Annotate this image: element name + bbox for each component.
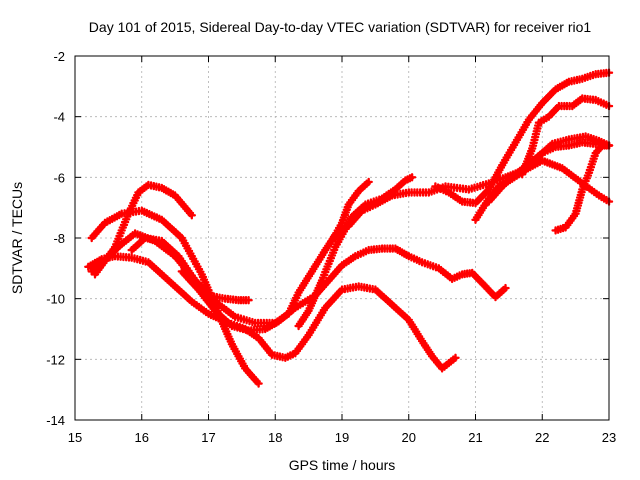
series-sat-b xyxy=(90,156,614,328)
x-axis-ticks: 15 16 17 18 19 20 21 22 23 xyxy=(68,56,616,445)
x-tick-label: 15 xyxy=(68,430,82,445)
x-tick-label: 21 xyxy=(468,430,482,445)
series-sat-l xyxy=(518,94,614,179)
chart-title: Day 101 of 2015, Sidereal Day-to-day VTE… xyxy=(89,19,592,35)
x-tick-label: 17 xyxy=(201,430,215,445)
x-tick-label: 16 xyxy=(135,430,149,445)
y-tick-label: -6 xyxy=(53,170,65,185)
x-tick-label: 19 xyxy=(335,430,349,445)
series-sat-d xyxy=(87,180,196,276)
plot-frame xyxy=(74,55,610,421)
y-tick-label: -8 xyxy=(53,231,65,246)
y-tick-label: -2 xyxy=(53,49,65,64)
series-sat-g xyxy=(294,173,417,331)
y-tick-label: -14 xyxy=(46,413,65,428)
x-tick-label: 18 xyxy=(268,430,282,445)
series-sat-m xyxy=(551,141,614,235)
y-tick-label: -12 xyxy=(46,352,65,367)
x-tick-label: 22 xyxy=(535,430,549,445)
x-axis-title: GPS time / hours xyxy=(289,457,396,473)
y-tick-label: -10 xyxy=(46,292,65,307)
series-sat-i xyxy=(431,68,614,208)
x-tick-label: 23 xyxy=(602,430,616,445)
y-tick-label: -4 xyxy=(53,110,65,125)
series-sat-h xyxy=(327,177,373,246)
data-series xyxy=(84,68,614,388)
series-sat-e xyxy=(127,233,253,305)
x-tick-label: 20 xyxy=(402,430,416,445)
series-sat-c xyxy=(84,252,460,373)
y-axis-title: SDTVAR / TECUs xyxy=(9,182,25,294)
